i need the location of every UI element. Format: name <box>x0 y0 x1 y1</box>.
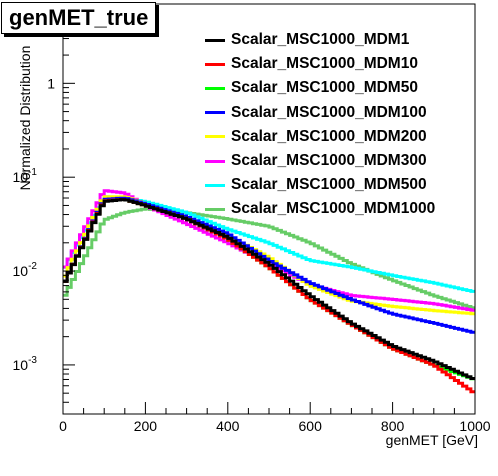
series-line <box>63 207 475 310</box>
x-tick-label: 1000 <box>459 418 490 434</box>
legend: Scalar_MSC1000_MDM1 Scalar_MSC1000_MDM10… <box>205 28 485 222</box>
legend-item: Scalar_MSC1000_MDM10 <box>205 52 485 76</box>
legend-swatch <box>205 159 225 163</box>
legend-swatch <box>205 38 225 42</box>
y-axis-label: Normalized Distribution <box>17 45 33 191</box>
x-tick-label: 800 <box>381 418 405 434</box>
chart-title: genMET_true <box>1 2 157 34</box>
legend-item: Scalar_MSC1000_MDM500 <box>205 173 485 197</box>
legend-swatch <box>205 135 225 139</box>
legend-label: Scalar_MSC1000_MDM50 <box>231 79 418 97</box>
legend-item: Scalar_MSC1000_MDM300 <box>205 149 485 173</box>
legend-item: Scalar_MSC1000_MDM100 <box>205 101 485 125</box>
x-tick-label: 400 <box>216 418 240 434</box>
y-tick-label: 1 <box>47 75 55 91</box>
y-tick-label: 10-2 <box>13 261 38 279</box>
legend-label: Scalar_MSC1000_MDM1 <box>231 31 410 49</box>
x-tick-label: 600 <box>299 418 323 434</box>
legend-item: Scalar_MSC1000_MDM1000 <box>205 197 485 221</box>
legend-label: Scalar_MSC1000_MDM500 <box>231 176 427 194</box>
x-axis-label: genMET [GeV] <box>385 432 478 448</box>
legend-swatch <box>205 111 225 115</box>
legend-label: Scalar_MSC1000_MDM10 <box>231 55 418 73</box>
legend-label: Scalar_MSC1000_MDM300 <box>231 152 427 170</box>
y-tick-label: 10-3 <box>13 355 38 373</box>
series-layer <box>63 189 475 394</box>
legend-swatch <box>205 62 225 66</box>
legend-item: Scalar_MSC1000_MDM200 <box>205 125 485 149</box>
legend-label: Scalar_MSC1000_MDM1000 <box>231 200 436 218</box>
legend-item: Scalar_MSC1000_MDM50 <box>205 76 485 100</box>
series-line <box>63 198 475 380</box>
y-tick-label: 10-1 <box>13 167 38 185</box>
legend-label: Scalar_MSC1000_MDM100 <box>231 103 427 121</box>
x-tick-label: 0 <box>59 418 67 434</box>
legend-label: Scalar_MSC1000_MDM200 <box>231 127 427 145</box>
x-axis: 0 200 400 600 800 1000 <box>59 402 491 434</box>
y-axis: 10-3 10-2 10-1 1 <box>13 3 75 415</box>
legend-swatch <box>205 207 225 211</box>
x-tick-label: 200 <box>134 418 158 434</box>
legend-swatch <box>205 86 225 90</box>
legend-item: Scalar_MSC1000_MDM1 <box>205 28 485 52</box>
legend-swatch <box>205 183 225 187</box>
